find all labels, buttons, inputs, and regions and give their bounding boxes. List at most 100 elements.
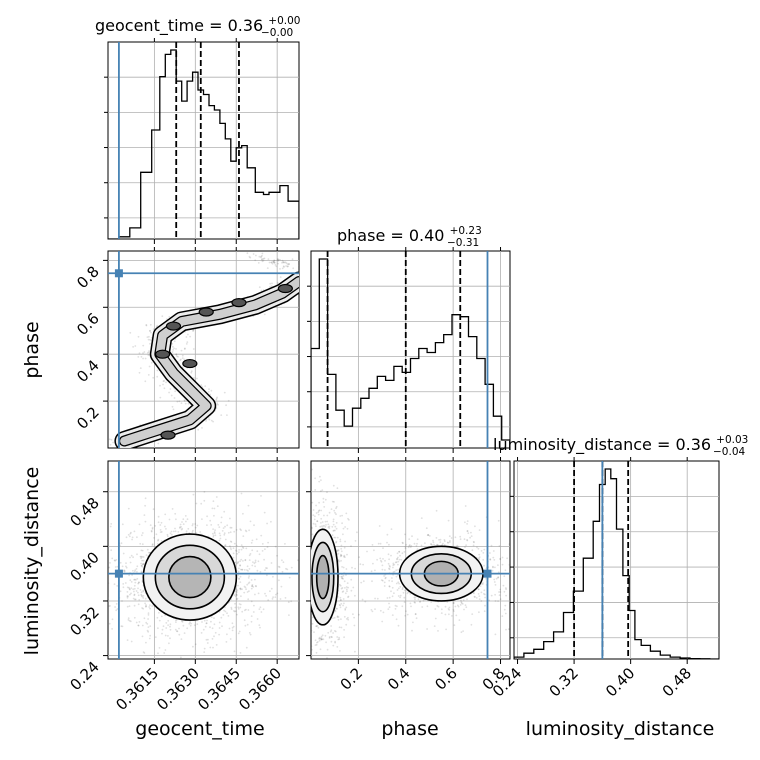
- scatter-point: [431, 544, 434, 546]
- scatter-point: [164, 614, 167, 617]
- scatter-point: [143, 652, 146, 654]
- scatter-point: [236, 597, 239, 600]
- scatter-point: [434, 617, 437, 620]
- x-tick-label: 0.3630: [153, 664, 203, 714]
- scatter-point: [371, 610, 374, 613]
- scatter-point: [175, 518, 177, 521]
- scatter-point: [259, 626, 261, 629]
- scatter-point: [507, 628, 510, 631]
- scatter-point: [370, 570, 373, 573]
- scatter-point: [172, 345, 174, 348]
- scatter-point: [504, 569, 507, 572]
- scatter-point: [263, 511, 266, 514]
- scatter-point: [338, 636, 340, 639]
- scatter-point: [497, 600, 499, 602]
- scatter-point: [175, 353, 178, 356]
- scatter-point: [164, 634, 167, 637]
- scatter-point: [409, 546, 412, 548]
- scatter-point: [474, 525, 476, 528]
- scatter-point: [447, 542, 449, 544]
- scatter-point: [304, 568, 306, 570]
- scatter-point: [151, 605, 154, 607]
- scatter-point: [234, 561, 237, 564]
- scatter-point: [138, 599, 141, 601]
- scatter-point: [200, 632, 203, 634]
- scatter-point: [462, 630, 464, 632]
- scatter-point: [311, 645, 313, 648]
- scatter-point: [266, 567, 268, 570]
- scatter-point: [148, 351, 151, 354]
- scatter-point: [265, 595, 267, 597]
- scatter-point: [252, 561, 254, 563]
- scatter-point: [294, 582, 296, 584]
- scatter-point: [144, 602, 147, 605]
- scatter-point: [374, 569, 376, 572]
- scatter-point: [147, 374, 150, 376]
- scatter-point: [140, 355, 143, 358]
- scatter-point: [184, 347, 186, 350]
- scatter-point: [235, 544, 238, 547]
- scatter-point: [280, 585, 283, 588]
- scatter-point: [177, 531, 180, 533]
- scatter-point: [144, 504, 147, 507]
- scatter-point: [335, 527, 338, 530]
- y-tick-label: 0.4: [73, 356, 103, 386]
- scatter-point: [348, 519, 350, 521]
- scatter-point: [185, 520, 187, 523]
- scatter-point: [133, 584, 136, 587]
- scatter-point: [248, 632, 251, 634]
- scatter-point: [304, 642, 306, 644]
- scatter-point: [151, 526, 154, 529]
- scatter-point: [370, 609, 373, 611]
- scatter-point: [398, 582, 400, 585]
- scatter-point: [172, 530, 175, 533]
- scatter-point: [187, 402, 190, 405]
- scatter-point: [341, 577, 344, 580]
- scatter-point: [276, 259, 279, 262]
- scatter-point: [340, 626, 343, 629]
- scatter-point: [284, 543, 286, 545]
- scatter-point: [125, 562, 127, 564]
- scatter-point: [206, 515, 209, 518]
- scatter-point: [463, 608, 465, 611]
- scatter-point: [352, 613, 354, 616]
- scatter-point: [484, 596, 486, 599]
- scatter-point: [196, 524, 199, 527]
- histogram-luminosity_distance: [514, 468, 719, 659]
- scatter-point: [328, 525, 331, 528]
- scatter-point: [237, 606, 240, 609]
- scatter-point: [384, 569, 386, 571]
- scatter-point: [439, 541, 442, 543]
- scatter-point: [432, 541, 435, 544]
- scatter-point: [248, 559, 251, 561]
- scatter-point: [147, 551, 150, 554]
- scatter-point: [181, 620, 183, 623]
- scatter-point: [353, 624, 356, 627]
- y-tick-label: 0.6: [73, 309, 103, 339]
- scatter-point: [158, 647, 161, 649]
- scatter-point: [194, 523, 197, 525]
- scatter-point: [455, 545, 458, 548]
- scatter-point: [232, 625, 235, 628]
- scatter-point: [318, 510, 320, 512]
- scatter-point: [388, 564, 391, 567]
- scatter-point: [320, 672, 322, 674]
- scatter-point: [183, 348, 186, 350]
- scatter-point: [305, 603, 307, 605]
- scatter-point: [499, 558, 502, 561]
- scatter-point: [352, 586, 355, 589]
- scatter-point: [311, 655, 313, 658]
- scatter-point: [260, 255, 263, 258]
- scatter-point: [137, 582, 140, 585]
- scatter-point: [338, 604, 341, 606]
- scatter-point: [171, 351, 174, 353]
- scatter-point: [126, 586, 129, 589]
- x-tick-label: 0.6: [431, 664, 461, 694]
- scatter-point: [332, 518, 335, 521]
- scatter-point: [274, 596, 277, 598]
- scatter-point: [305, 580, 307, 582]
- scatter-point: [136, 577, 139, 580]
- scatter-point: [271, 262, 274, 265]
- scatter-point: [250, 600, 253, 603]
- scatter-point: [338, 560, 341, 563]
